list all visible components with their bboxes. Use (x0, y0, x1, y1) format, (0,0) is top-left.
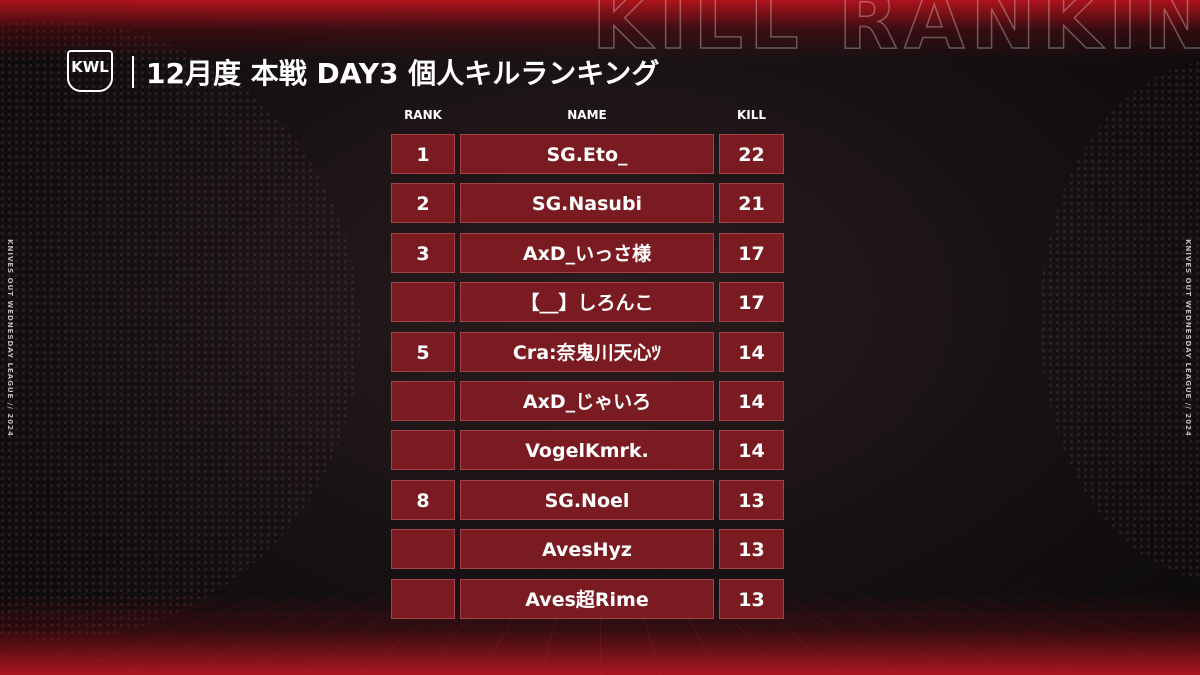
player-name-cell: SG.Nasubi (460, 183, 714, 224)
rank-cell (391, 430, 455, 471)
player-name-cell: SG.Eto_ (460, 134, 714, 174)
rank-cell: 3 (391, 232, 455, 273)
watermark-text: KILL RANKING (592, 0, 1200, 60)
player-name-cell: Aves超Rime (460, 578, 714, 619)
rank-cell: 8 (391, 479, 455, 520)
kill-count-cell: 14 (719, 430, 784, 471)
rank-cell: 5 (391, 331, 455, 372)
kill-count-cell: 14 (719, 381, 784, 421)
rank-cell: 1 (391, 134, 455, 174)
rank-cell (391, 529, 455, 570)
side-text: KNIVES OUT WEDNESDAY LEAGUE // 2024 (6, 239, 14, 437)
kill-count-cell: 13 (719, 529, 784, 570)
title: 12月度 本戦 DAY3 個人キルランキング (146, 57, 660, 90)
separator (132, 56, 134, 88)
column-header: NAME (567, 108, 607, 122)
rank-cell: 2 (391, 183, 455, 224)
player-name-cell: 【__】しろんこ (460, 282, 714, 323)
player-name-cell: SG.Noel (460, 479, 714, 520)
kill-count-cell: 17 (719, 232, 784, 273)
kill-count-cell: 22 (719, 134, 784, 174)
player-name-cell: AvesHyz (460, 529, 714, 570)
player-name-cell: AxD_じゃいろ (460, 381, 714, 421)
kill-count-cell: 13 (719, 479, 784, 520)
globe-decoration (0, 20, 360, 640)
logo: KWL (67, 50, 113, 92)
player-name-cell: Cra:奈鬼川天心ﾂ (460, 331, 714, 372)
kill-count-cell: 14 (719, 331, 784, 372)
globe-decoration (1040, 60, 1200, 580)
side-text: KNIVES OUT WEDNESDAY LEAGUE // 2024 (1184, 239, 1192, 437)
kill-count-cell: 13 (719, 578, 784, 619)
rank-cell (391, 282, 455, 323)
top-glow (0, 0, 1200, 60)
kill-count-cell: 21 (719, 183, 784, 224)
watermark: KILL RANKING (591, 0, 1200, 60)
player-name-cell: VogelKmrk. (460, 430, 714, 471)
player-name-cell: AxD_いっさ様 (460, 232, 714, 273)
kill-count-cell: 17 (719, 282, 784, 323)
rank-cell (391, 381, 455, 421)
column-header: KILL (736, 108, 767, 122)
column-header: RANK (404, 108, 442, 122)
rank-cell (391, 578, 455, 619)
